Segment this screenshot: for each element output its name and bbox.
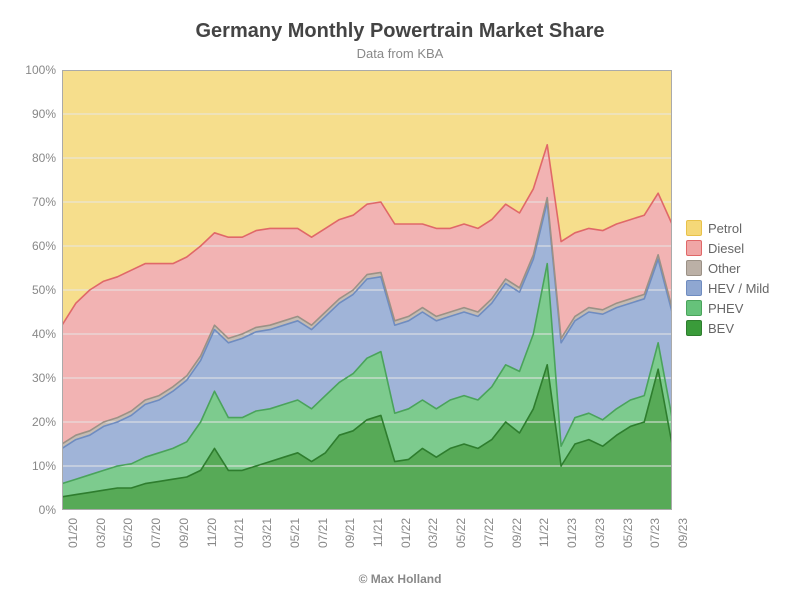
x-tick-label: 05/21 <box>288 518 302 578</box>
x-tick-label: 03/22 <box>426 518 440 578</box>
legend-item: HEV / Mild <box>686 280 769 296</box>
x-tick-label: 07/20 <box>149 518 163 578</box>
y-tick-label: 40% <box>16 327 56 341</box>
x-tick-label: 03/21 <box>260 518 274 578</box>
legend: Petrol Diesel Other HEV / Mild PHEV BEV <box>686 220 769 340</box>
x-tick-label: 01/21 <box>232 518 246 578</box>
chart-title: Germany Monthly Powertrain Market Share <box>0 20 800 43</box>
x-tick-label: 01/23 <box>565 518 579 578</box>
legend-label: Petrol <box>708 221 742 236</box>
x-tick-label: 07/23 <box>648 518 662 578</box>
y-tick-label: 0% <box>16 503 56 517</box>
x-tick-label: 09/22 <box>510 518 524 578</box>
x-tick-label: 03/20 <box>94 518 108 578</box>
legend-label: Other <box>708 261 741 276</box>
y-tick-label: 60% <box>16 239 56 253</box>
y-tick-label: 50% <box>16 283 56 297</box>
legend-label: Diesel <box>708 241 744 256</box>
legend-swatch <box>686 280 702 296</box>
y-tick-label: 10% <box>16 459 56 473</box>
y-tick-label: 20% <box>16 415 56 429</box>
chart-container: Germany Monthly Powertrain Market Share … <box>0 0 800 597</box>
y-tick-label: 80% <box>16 151 56 165</box>
x-tick-label: 01/20 <box>66 518 80 578</box>
legend-label: HEV / Mild <box>708 281 769 296</box>
x-tick-label: 05/23 <box>621 518 635 578</box>
x-tick-label: 05/22 <box>454 518 468 578</box>
legend-swatch <box>686 300 702 316</box>
chart-subtitle: Data from KBA <box>0 46 800 61</box>
x-tick-label: 11/21 <box>371 518 385 578</box>
x-tick-label: 03/23 <box>593 518 607 578</box>
legend-label: BEV <box>708 321 734 336</box>
legend-item: Other <box>686 260 769 276</box>
y-tick-label: 30% <box>16 371 56 385</box>
y-tick-label: 90% <box>16 107 56 121</box>
legend-item: Diesel <box>686 240 769 256</box>
y-tick-label: 100% <box>16 63 56 77</box>
legend-item: Petrol <box>686 220 769 236</box>
plot-area <box>62 70 672 510</box>
x-tick-label: 09/23 <box>676 518 690 578</box>
x-tick-label: 11/22 <box>537 518 551 578</box>
x-tick-label: 01/22 <box>399 518 413 578</box>
legend-swatch <box>686 260 702 276</box>
legend-item: BEV <box>686 320 769 336</box>
chart-svg <box>62 70 672 510</box>
legend-item: PHEV <box>686 300 769 316</box>
y-tick-label: 70% <box>16 195 56 209</box>
legend-swatch <box>686 220 702 236</box>
chart-footer: © Max Holland <box>0 572 800 586</box>
legend-label: PHEV <box>708 301 743 316</box>
x-tick-label: 09/20 <box>177 518 191 578</box>
x-tick-label: 07/21 <box>316 518 330 578</box>
x-tick-label: 09/21 <box>343 518 357 578</box>
x-tick-label: 05/20 <box>121 518 135 578</box>
legend-swatch <box>686 320 702 336</box>
x-tick-label: 07/22 <box>482 518 496 578</box>
x-tick-label: 11/20 <box>205 518 219 578</box>
legend-swatch <box>686 240 702 256</box>
